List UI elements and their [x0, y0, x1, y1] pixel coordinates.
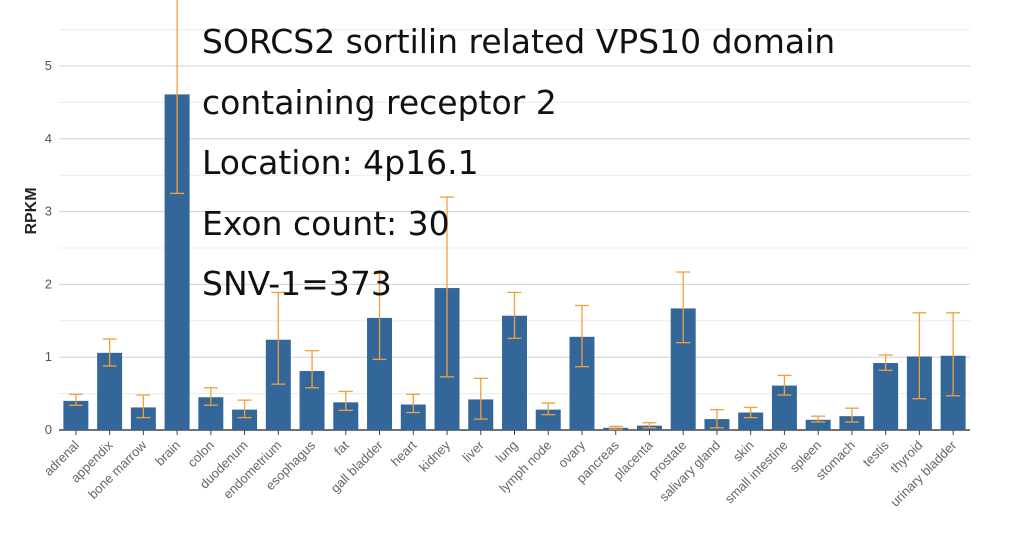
x-tick-label: skin — [730, 438, 757, 465]
y-axis-title: RPKM — [23, 187, 40, 234]
gridlines — [59, 29, 970, 395]
y-tick-label: 4 — [45, 131, 52, 146]
x-tick-label: liver — [459, 437, 487, 465]
y-tick-label: 1 — [45, 349, 52, 364]
bar-skin — [738, 412, 764, 430]
snv-count: SNV-1=373 — [202, 264, 392, 303]
x-tick-label: brain — [152, 438, 183, 469]
bar-duodenum — [232, 409, 258, 430]
x-tick-label: fat — [331, 437, 352, 458]
y-tick-label: 5 — [45, 58, 52, 73]
bar-bone-marrow — [130, 407, 156, 430]
y-tick-label: 0 — [45, 422, 52, 437]
error-bars — [68, 0, 961, 430]
y-tick-label: 2 — [45, 276, 52, 291]
bar-testis — [873, 363, 899, 430]
bar-stomach — [839, 416, 865, 430]
bar-spleen — [805, 419, 831, 430]
y-tick-label: 3 — [45, 204, 52, 219]
x-tick-label: lung — [493, 438, 521, 466]
gene-annotation: SORCS2 sortilin related VPS10 domain con… — [202, 12, 835, 315]
exon-count: Exon count: 30 — [202, 203, 450, 243]
x-tick-label: kidney — [416, 437, 454, 475]
gene-name-line-1: SORCS2 sortilin related VPS10 domain — [202, 22, 836, 61]
gene-location: Location: 4p16.1 — [202, 143, 479, 182]
gene-name-line-2: containing receptor 2 — [202, 82, 557, 122]
